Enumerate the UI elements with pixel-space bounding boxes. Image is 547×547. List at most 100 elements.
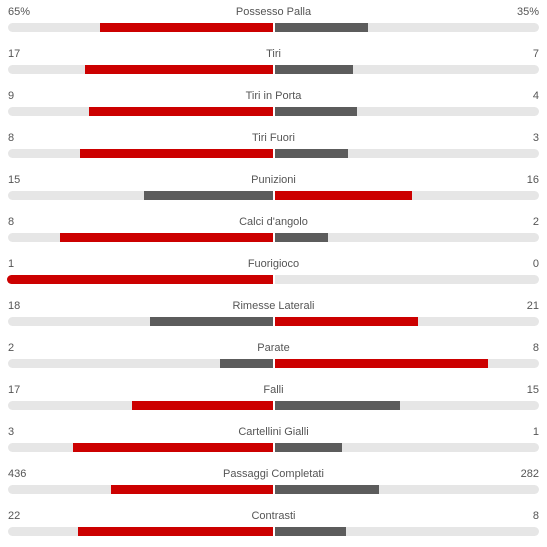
stat-home-bar <box>80 149 273 158</box>
stat-away-bar <box>275 149 348 158</box>
stat-label: Tiri in Porta <box>245 90 302 102</box>
stat-home-bar <box>150 317 273 326</box>
stat-away-bar <box>275 23 368 32</box>
stat-bar-divider <box>273 358 275 369</box>
stat-label: Passaggi Completati <box>223 468 324 480</box>
stat-label: Cartellini Gialli <box>238 426 309 438</box>
stat-row: 8 Tiri Fuori 3 <box>0 126 547 168</box>
stat-bar-track <box>8 106 539 117</box>
stat-bar-divider <box>273 106 275 117</box>
stat-home-value: 9 <box>8 90 15 102</box>
stat-bar-track <box>8 526 539 537</box>
stat-bar-divider <box>273 274 275 285</box>
stat-home-bar <box>100 23 273 32</box>
stat-home-bar <box>89 107 273 116</box>
stat-bar-track <box>8 442 539 453</box>
stat-away-value: 8 <box>532 510 539 522</box>
stat-away-bar <box>275 233 328 242</box>
stat-home-value: 15 <box>8 174 21 186</box>
stat-home-value: 3 <box>8 426 15 438</box>
stat-label: Fuorigioco <box>247 258 300 270</box>
stat-bar-track <box>8 148 539 159</box>
stat-home-value: 436 <box>8 468 27 480</box>
stat-label: Tiri Fuori <box>252 132 295 144</box>
stat-home-bar <box>78 527 273 536</box>
stat-label: Rimesse Laterali <box>232 300 315 312</box>
stat-away-value: 282 <box>520 468 539 480</box>
stat-away-bar <box>275 359 488 368</box>
stat-away-bar <box>275 107 357 116</box>
stat-label: Punizioni <box>251 174 296 186</box>
stat-bar-track <box>8 400 539 411</box>
stat-away-bar <box>275 443 342 452</box>
stat-home-value: 17 <box>8 48 21 60</box>
stat-away-bar <box>275 65 353 74</box>
stat-row: 65% Possesso Palla 35% <box>0 0 547 42</box>
stat-label: Contrasti <box>251 510 296 522</box>
stat-label: Possesso Palla <box>235 6 312 18</box>
stat-away-value: 21 <box>526 300 539 312</box>
stat-away-value: 35% <box>516 6 539 18</box>
stat-away-bar <box>275 191 412 200</box>
stat-away-value: 7 <box>532 48 539 60</box>
stat-away-bar <box>275 317 418 326</box>
stat-bar-track <box>7 274 539 285</box>
stat-row: 9 Tiri in Porta 4 <box>0 84 547 126</box>
stat-row: 18 Rimesse Laterali 21 <box>0 294 547 336</box>
stat-bar-divider <box>273 64 275 75</box>
stat-label: Parate <box>257 342 290 354</box>
stat-row: 17 Tiri 7 <box>0 42 547 84</box>
stat-row: 17 Falli 15 <box>0 378 547 420</box>
stat-bar-track <box>8 64 539 75</box>
stat-home-value: 18 <box>8 300 21 312</box>
stat-bar-divider <box>273 190 275 201</box>
stat-home-bar <box>220 359 273 368</box>
stat-bar-divider <box>273 526 275 537</box>
stat-row: 8 Calci d'angolo 2 <box>0 210 547 252</box>
stat-away-value: 1 <box>532 426 539 438</box>
stat-home-bar <box>7 275 273 284</box>
stat-bar-track <box>8 316 539 327</box>
stat-home-value: 17 <box>8 384 21 396</box>
stat-bar-divider <box>273 484 275 495</box>
stat-away-value: 0 <box>532 258 539 270</box>
stat-bar-track <box>8 22 539 33</box>
stat-label: Tiri <box>266 48 281 60</box>
stat-bar-divider <box>273 400 275 411</box>
stat-home-value: 8 <box>8 132 15 144</box>
stat-label: Falli <box>263 384 284 396</box>
stat-home-bar <box>132 401 273 410</box>
stat-away-value: 4 <box>532 90 539 102</box>
stat-bar-divider <box>273 442 275 453</box>
stat-home-value: 8 <box>8 216 15 228</box>
stat-bar-track <box>8 484 539 495</box>
stat-row: 3 Cartellini Gialli 1 <box>0 420 547 462</box>
stat-away-value: 8 <box>532 342 539 354</box>
stat-row: 436 Passaggi Completati 282 <box>0 462 547 504</box>
stat-bar-divider <box>273 316 275 327</box>
stat-bar-divider <box>273 22 275 33</box>
stat-away-bar <box>275 527 346 536</box>
stat-away-value: 3 <box>532 132 539 144</box>
stat-bar-track <box>8 190 539 201</box>
stat-home-value: 2 <box>8 342 15 354</box>
stat-row: 2 Parate 8 <box>0 336 547 378</box>
stat-row: 1 Fuorigioco 0 <box>0 252 547 294</box>
stat-row: 15 Punizioni 16 <box>0 168 547 210</box>
stat-away-bar <box>275 401 400 410</box>
stat-home-bar <box>144 191 273 200</box>
stat-bar-divider <box>273 148 275 159</box>
stat-away-bar <box>275 485 379 494</box>
stat-home-bar <box>73 443 273 452</box>
stat-away-value: 16 <box>526 174 539 186</box>
stat-home-value: 22 <box>8 510 21 522</box>
stat-home-bar <box>85 65 273 74</box>
stat-away-value: 15 <box>526 384 539 396</box>
stat-home-bar <box>111 485 273 494</box>
stat-bar-track <box>8 358 539 369</box>
stat-row: 22 Contrasti 8 <box>0 504 547 546</box>
stat-home-value: 65% <box>8 6 31 18</box>
stat-away-value: 2 <box>532 216 539 228</box>
stat-home-value: 1 <box>8 258 15 270</box>
